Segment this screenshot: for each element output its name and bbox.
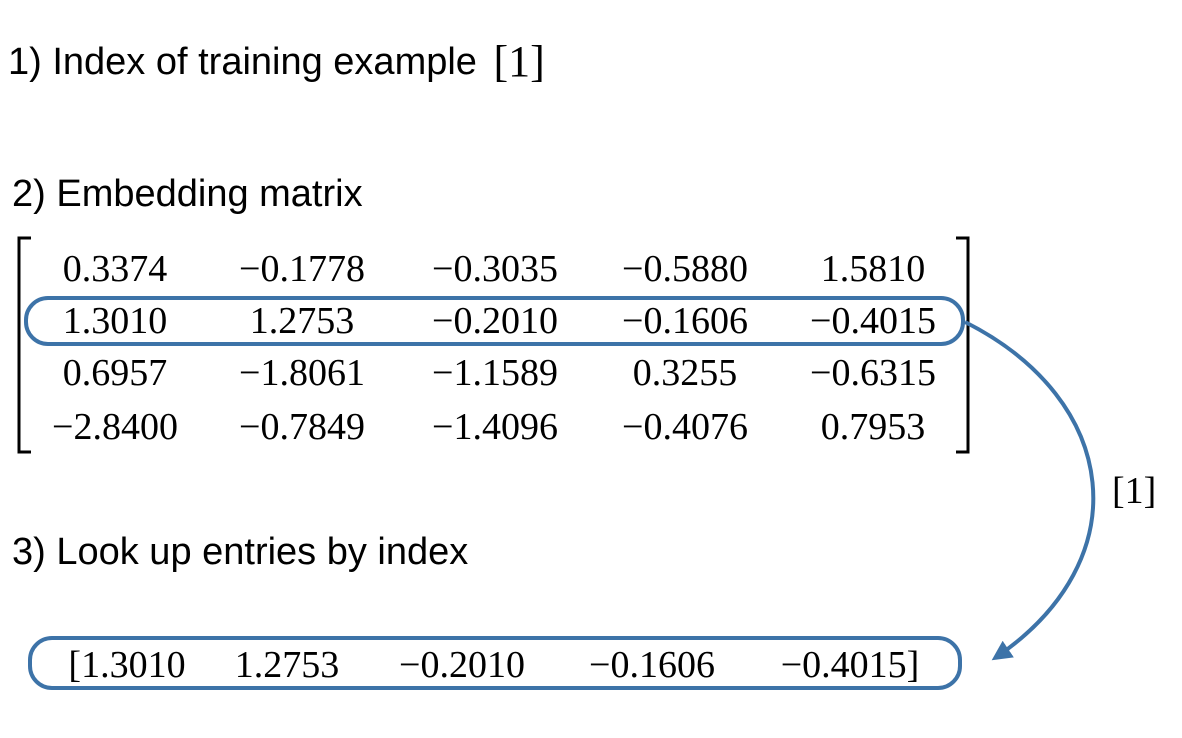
- matrix-cell: 0.3374: [62, 248, 168, 290]
- step-1-heading: 1) Index of training example [1]: [8, 38, 545, 84]
- step-1-label: 1) Index of training example: [8, 41, 477, 83]
- matrix-cell: 1.5810: [820, 248, 926, 290]
- matrix-cell: −0.6315: [810, 352, 936, 394]
- matrix-cell: 0.6957: [62, 352, 168, 394]
- matrix-cell: 0.3255: [632, 352, 738, 394]
- matrix-cell-highlighted: −0.1606: [622, 300, 748, 342]
- step-2-heading: 2) Embedding matrix: [12, 173, 363, 215]
- matrix-cell: −0.7849: [239, 406, 365, 448]
- highlighted-row-outline: [24, 296, 965, 346]
- matrix-cell-highlighted: −0.2010: [432, 300, 558, 342]
- matrix-cell: −0.3035: [432, 248, 558, 290]
- matrix-cell: −1.8061: [239, 352, 365, 394]
- lookup-index-label: [1]: [1112, 470, 1157, 512]
- matrix-cell-highlighted: 1.3010: [62, 300, 168, 342]
- step-3-heading: 3) Look up entries by index: [12, 531, 469, 573]
- matrix-right-bracket: [956, 236, 970, 454]
- matrix-cell: −2.8400: [52, 406, 178, 448]
- matrix-cell-highlighted: −0.4015: [810, 300, 936, 342]
- training-example-index: [1]: [493, 37, 545, 86]
- result-value: −0.2010: [399, 644, 525, 686]
- matrix-cell: −1.1589: [432, 352, 558, 394]
- result-value: [1.3010: [68, 644, 186, 686]
- result-value: −0.4015]: [780, 644, 920, 686]
- matrix-left-bracket: [17, 236, 31, 454]
- lookup-arrow: [964, 320, 1096, 661]
- result-value: −0.1606: [589, 644, 715, 686]
- matrix-cell: −0.1778: [239, 248, 365, 290]
- result-value: 1.2753: [234, 644, 340, 686]
- matrix-cell: 0.7953: [820, 406, 926, 448]
- matrix-cell: −1.4096: [432, 406, 558, 448]
- matrix-cell-highlighted: 1.2753: [249, 300, 355, 342]
- matrix-cell: −0.4076: [622, 406, 748, 448]
- result-vector-outline: [28, 636, 962, 690]
- matrix-cell: −0.5880: [622, 248, 748, 290]
